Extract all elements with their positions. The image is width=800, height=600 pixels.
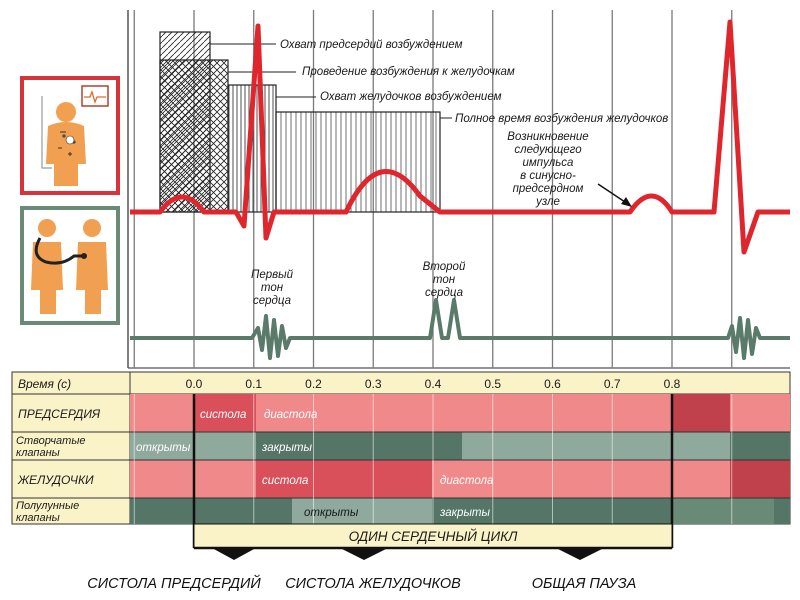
next-impulse-line-4: в синусно- [520,170,576,182]
band-sl-open: открыты [304,507,359,519]
second-sound-line-1: Второй [423,261,466,273]
stethoscope-icon-panel [20,206,120,325]
label-ventricular-excitation: Охват желудочков возбуждением [320,91,502,103]
band-av-open: открыты [136,442,191,454]
next-impulse-line-3: импульса [523,157,574,169]
time-tick-label: 0.0 [186,377,203,391]
label-full-ventricular-time: Полное время возбуждения желудочков [455,113,668,125]
conduction-block [159,59,229,213]
row-semilunar-valves [130,498,790,524]
next-impulse-line-1: Возникновение [507,131,588,143]
time-tick-label: 0.8 [664,377,681,391]
ecg-icon-panel [20,76,120,195]
time-tick-label: 0.2 [305,377,322,391]
time-tick-label: 0.7 [604,377,621,391]
label-atrial-excitation: Охват предсердий возбуждением [280,39,463,51]
phase-marker-2 [340,548,388,560]
time-tick-label: 0.6 [544,377,561,391]
time-label: Время (с) [18,377,71,391]
label-next-impulse: Возникновение следующего импульса в сину… [507,131,588,208]
excitation-blocks [159,31,452,213]
label-first-heart-sound: Первый тон сердца [251,269,294,307]
phase-marker-1 [212,548,256,560]
first-sound-line-2: тон [261,282,284,294]
next-impulse-line-6: узле [535,196,560,208]
second-sound-line-2: тон [433,274,456,286]
person-with-ecg-monitor-icon [41,85,109,186]
band-atria-systole: систола [200,409,246,421]
band-av-closed: закрыты [261,442,312,454]
first-sound-line-3: сердца [253,295,291,307]
row-label-av-line1: Створчатые [16,435,86,447]
row-label-sl-line2: клапаны [16,512,60,524]
phase-atrial-systole: СИСТОЛА ПРЕДСЕРДИЙ [87,574,261,592]
row-atria [130,394,790,432]
second-sound-line-3: сердца [425,287,463,299]
row-label-sl-line1: Полулунные [16,500,79,512]
time-tick-label: 0.3 [365,377,382,391]
label-second-heart-sound: Второй тон сердца [423,261,466,299]
ecg-trace [130,19,790,255]
row-label-av-line2: клапаны [16,447,60,459]
band-sl-closed: закрыты [439,507,490,519]
cycle-label: ОДИН СЕРДЕЧНЫЙ ЦИКЛ [349,528,519,544]
row-label-ventricles: ЖЕЛУДОЧКИ [17,473,94,487]
row-ventricles [130,460,790,498]
time-gridlines [133,10,733,368]
next-impulse-line-2: следующего [514,144,582,156]
band-atria-diastole: диастола [264,409,317,421]
time-ticks: 0.0 0.1 0.2 0.3 0.4 0.5 0.6 0.7 0.8 [186,377,681,391]
doctor-with-stethoscope-icon [31,219,108,314]
row-av-valves [130,432,790,460]
band-vent-systole: систола [262,475,308,487]
time-tick-label: 0.4 [425,377,442,391]
time-tick-label: 0.5 [484,377,501,391]
next-impulse-line-5: предсердном [513,183,584,195]
phase-marker-3 [556,548,604,560]
first-sound-line-1: Первый [251,269,294,281]
next-impulse-arrow [597,183,629,205]
phase-ventricular-systole: СИСТОЛА ЖЕЛУДОЧКОВ [285,576,461,592]
timing-table: Время (с) 0.0 0.1 0.2 0.3 0.4 0.5 0.6 0.7 0.8 ПР… [11,371,791,548]
cardiac-cycle-bracket: ОДИН СЕРДЕЧНЫЙ ЦИКЛ [193,523,673,560]
row-label-atria: ПРЕДСЕРДИЯ [18,407,101,421]
heart-sound-trace [130,298,790,360]
full-ventricular-excitation-block [275,111,441,213]
label-conduction: Проведение возбуждения к желудочкам [302,66,515,78]
band-vent-diastole: диастола [440,475,493,487]
time-tick-label: 0.1 [245,377,262,391]
table-gridlines [133,394,733,524]
phase-general-pause: ОБЩАЯ ПАУЗА [532,576,637,592]
